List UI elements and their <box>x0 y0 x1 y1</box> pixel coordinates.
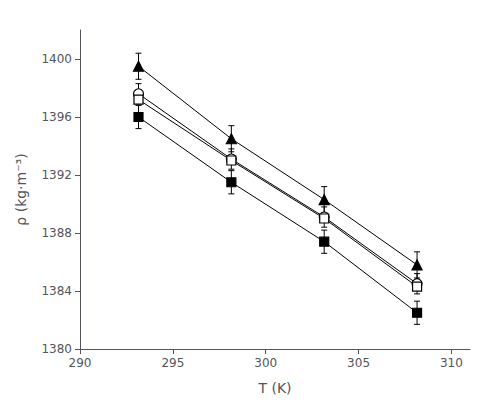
svg-text:1384: 1384 <box>41 284 72 298</box>
svg-text:1380: 1380 <box>41 342 72 356</box>
svg-text:295: 295 <box>161 356 184 370</box>
svg-text:T (K): T (K) <box>257 380 291 396</box>
svg-text:1392: 1392 <box>41 168 72 182</box>
svg-text:1396: 1396 <box>41 110 72 124</box>
svg-text:305: 305 <box>347 356 370 370</box>
svg-text:310: 310 <box>440 356 463 370</box>
svg-text:ρ (kg·m⁻³): ρ (kg·m⁻³) <box>13 153 29 225</box>
svg-text:300: 300 <box>254 356 277 370</box>
svg-text:1400: 1400 <box>41 52 72 66</box>
svg-text:1388: 1388 <box>41 226 72 240</box>
svg-text:290: 290 <box>69 356 92 370</box>
